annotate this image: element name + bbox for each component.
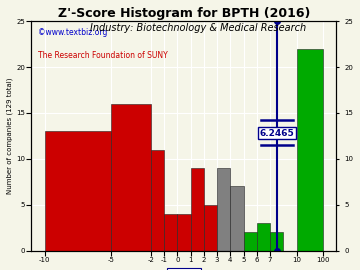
Bar (257, 223, 270, 251)
Text: ©www.textbiz.org: ©www.textbiz.org (37, 28, 107, 37)
Bar (190, 168, 204, 251)
Bar (151, 150, 164, 251)
Bar (45, 131, 111, 251)
Bar (204, 205, 217, 251)
Bar (217, 168, 230, 251)
Bar (111, 104, 151, 251)
Text: The Research Foundation of SUNY: The Research Foundation of SUNY (37, 51, 167, 60)
Bar (164, 214, 177, 251)
Y-axis label: Number of companies (129 total): Number of companies (129 total) (7, 78, 13, 194)
Title: Z'-Score Histogram for BPTH (2016): Z'-Score Histogram for BPTH (2016) (58, 7, 310, 20)
Bar (230, 187, 244, 251)
Bar (270, 232, 283, 251)
Text: Industry: Biotechnology & Medical Research: Industry: Biotechnology & Medical Resear… (90, 23, 306, 33)
Bar (297, 49, 323, 251)
Bar (244, 232, 257, 251)
Text: 6.2465: 6.2465 (259, 129, 294, 138)
Bar (177, 214, 190, 251)
